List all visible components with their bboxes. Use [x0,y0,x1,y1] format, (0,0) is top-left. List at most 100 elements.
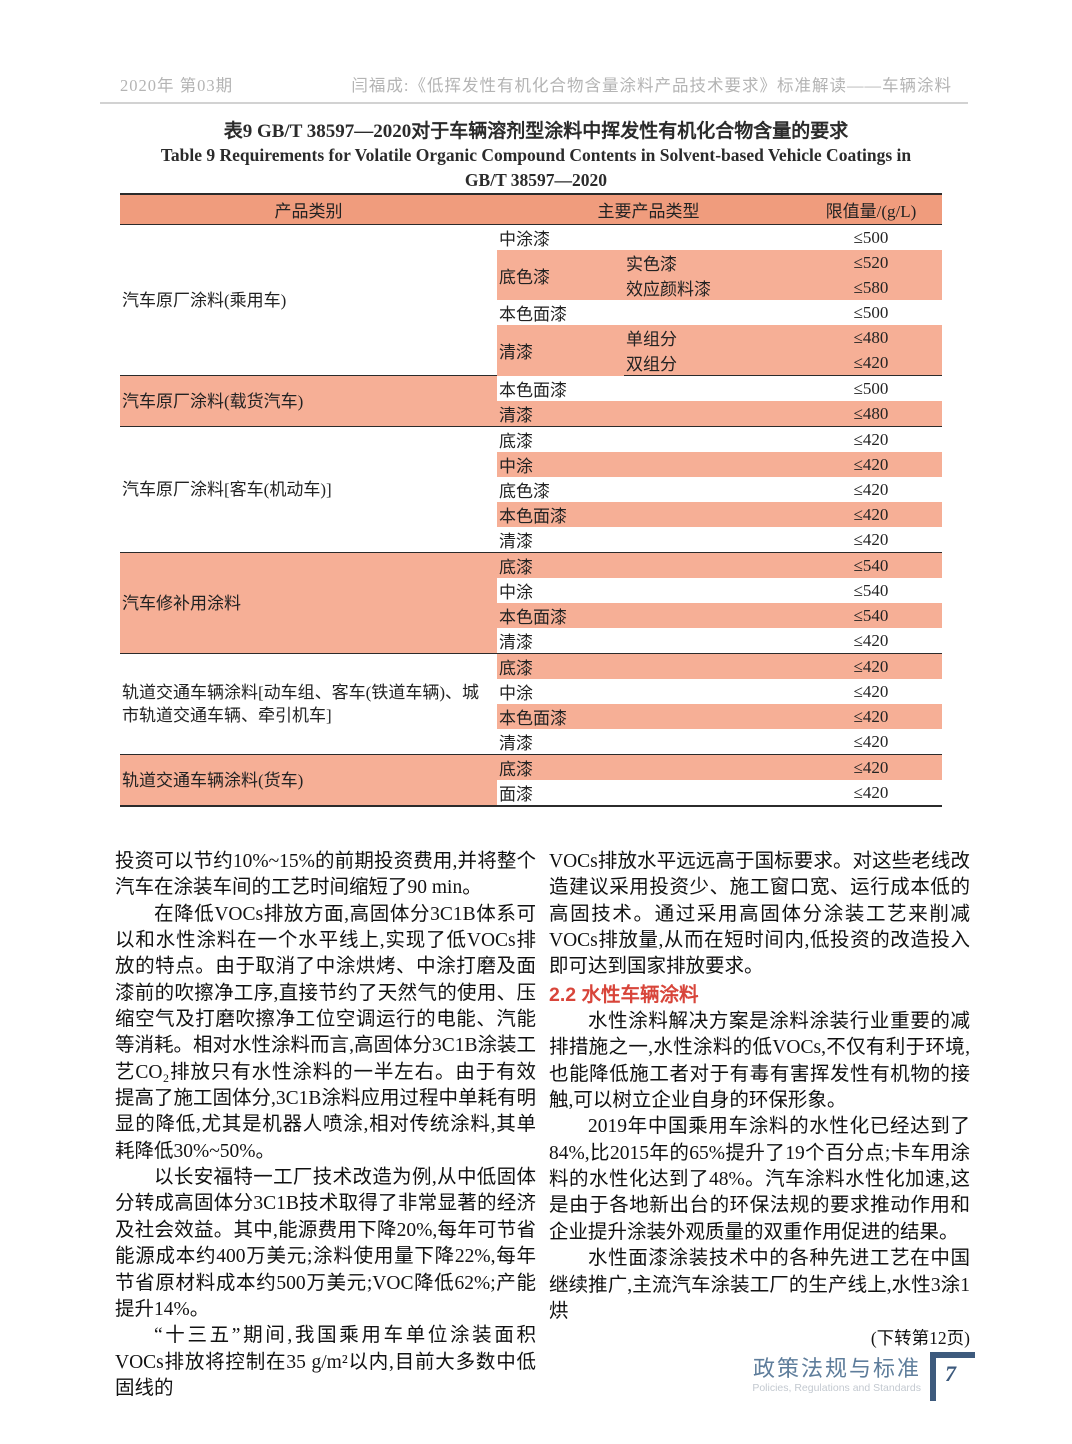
cell-limit-value: ≤420 [800,527,942,553]
cell-type: 底漆 [497,426,800,452]
cell-limit-value: ≤420 [800,477,942,502]
cell-type: 本色面漆 [497,603,800,628]
issue-label: 2020年 第03期 [120,76,234,95]
table-row: 本色面漆 ≤500 [120,300,942,325]
cell-limit-value: ≤420 [800,754,942,780]
cell-limit-value: ≤540 [800,578,942,603]
table-title-zh: 表9 GB/T 38597—2020对于车辆溶剂型涂料中挥发性有机化合物含量的要… [223,121,849,142]
col-header-product-category: 产品类别 [120,194,497,225]
cell-type: 本色面漆 [497,300,800,325]
cell-subtype: 单组分 [624,325,800,350]
paragraph: 在降低VOCs排放方面,高固体分3C1B体系可以和水性涂料在一个水平线上,实现了… [115,903,536,1162]
body-column-right: VOCs排放水平远远高于国标要求。对这些老线改造建议采用投资少、施工窗口宽、运行… [549,849,970,1352]
table-row: 轨道交通车辆涂料[动车组、客车(铁道车辆)、城市轨道交通车辆、牵引机车] 底漆 ≤4… [120,653,942,755]
table-row: 双组分 ≤420 [120,350,942,376]
footer-section-zh: 政策法规与标准 [752,1356,921,1381]
cell-limit-value: ≤420 [800,628,942,654]
table-title-en-line1: Table 9 Requirements for Volatile Organi… [160,145,912,165]
cell-limit-value: ≤520 [800,250,942,275]
cell-type: 清漆 [497,527,800,553]
cell-type: 底漆 [497,653,800,679]
table-row: 本色面漆 ≤420 [120,704,942,729]
table-row: 清漆 单组分 ≤480 [120,325,942,376]
cell-type: 底色漆 [497,250,624,300]
table-row: 底色漆 实色漆 ≤520 [120,250,942,300]
cell-type: 中涂 [497,578,800,603]
cell-type: 底漆 [497,754,800,780]
table-row: 中涂 ≤420 [120,679,942,704]
cell-limit-value: ≤500 [800,375,942,401]
cell-limit-value: ≤480 [800,325,942,350]
table-row: 清漆 ≤480 [120,401,942,427]
running-head: 2020年 第03期 闫福成:《低挥发性有机化合物含量涂料产品技术要求》标准解读… [120,72,952,96]
table-header-row: 产品类别 主要产品类型 限值量/(g/L) [120,194,942,225]
cell-category: 汽车原厂涂料(载货汽车) [120,375,497,427]
voc-limits-table: 产品类别 主要产品类型 限值量/(g/L) 汽车原厂涂料(乘用车) 中涂漆 ≤500… [120,193,942,807]
cell-limit-value: ≤420 [800,653,942,679]
paragraph: “十三五”期间,我国乘用车单位涂装面积VOCs排放将控制在35 g/m²以内,目… [115,1325,536,1399]
table-row: 底色漆 ≤420 [120,477,942,502]
paragraph: 2019年中国乘用车涂料的水性化已经达到了84%,比2015年的65%提升了19… [549,1116,970,1243]
table-row: 清漆 ≤420 [120,628,942,654]
cell-type: 底色漆 [497,477,800,502]
cell-limit-value: ≤540 [800,603,942,628]
cell-type: 本色面漆 [497,375,800,401]
cell-type: 面漆 [497,780,800,807]
table-row: 清漆 ≤420 [120,729,942,755]
table-row: 本色面漆 ≤540 [120,603,942,628]
table-title-en-line2: GB/T 38597—2020 [464,170,608,190]
cell-limit-value: ≤540 [800,552,942,578]
cell-category: 汽车修补用涂料 [120,552,497,654]
cell-subtype: 双组分 [624,350,800,376]
cell-type: 中涂漆 [497,224,800,250]
footer-section-en: Policies, Regulations and Standards [752,1382,921,1394]
cell-type: 清漆 [497,401,800,427]
table-row: 中涂 ≤420 [120,452,942,477]
paragraph: VOCs排放水平远远高于国标要求。对这些老线改造建议采用投资少、施工窗口宽、运行… [549,851,970,978]
cell-limit-value: ≤500 [800,300,942,325]
cell-subtype: 效应颜料漆 [624,275,800,300]
paragraph: 投资可以节约10%~15%的前期投资费用,并将整个汽车在涂装车间的工艺时间缩短了… [115,851,536,899]
running-title: 闫福成:《低挥发性有机化合物含量涂料产品技术要求》标准解读——车辆涂料 [351,76,952,95]
table-row: 汽车原厂涂料[客车(机动车)] 底漆 ≤420 [120,426,942,553]
paragraph: 以长安福特一工厂技术改造为例,从中低固体分转成高固体分3C1B技术取得了非常显著… [115,1167,536,1320]
cell-limit-value: ≤420 [800,704,942,729]
cell-type: 清漆 [497,628,800,654]
cell-limit-value: ≤420 [800,679,942,704]
page-number: 7 [930,1352,975,1401]
cell-category: 汽车原厂涂料(乘用车) [120,224,497,376]
table-row: 本色面漆 ≤420 [120,502,942,527]
header-rule [100,102,968,104]
cell-type: 底漆 [497,552,800,578]
cell-category: 轨道交通车辆涂料[动车组、客车(铁道车辆)、城市轨道交通车辆、牵引机车] [120,653,497,755]
cell-limit-value: ≤420 [800,350,942,376]
footer-section: 政策法规与标准 Policies, Regulations and Standa… [752,1352,921,1395]
cell-category: 轨道交通车辆涂料(货车) [120,754,497,807]
col-header-product-type: 主要产品类型 [497,194,800,225]
cell-type: 清漆 [497,729,800,755]
cell-type: 中涂 [497,452,800,477]
cell-category: 汽车原厂涂料[客车(机动车)] [120,426,497,553]
cell-limit-value: ≤420 [800,729,942,755]
cell-type: 本色面漆 [497,704,800,729]
table-row: 面漆 ≤420 [120,780,942,807]
cell-limit-value: ≤420 [800,426,942,452]
cell-limit-value: ≤580 [800,275,942,300]
table-row: 清漆 ≤420 [120,527,942,553]
cell-limit-value: ≤500 [800,224,942,250]
table-row: 效应颜料漆 ≤580 [120,275,942,300]
table-row: 汽车原厂涂料(载货汽车) 本色面漆 ≤500 [120,375,942,427]
table-row: 汽车修补用涂料 底漆 ≤540 [120,552,942,654]
continuation-note: (下转第12页) [870,1328,970,1349]
table-row: 中涂 ≤540 [120,578,942,603]
cell-limit-value: ≤420 [800,452,942,477]
cell-type: 清漆 [497,325,624,376]
cell-limit-value: ≤480 [800,401,942,427]
page-footer: 政策法规与标准 Policies, Regulations and Standa… [752,1352,975,1401]
paragraph: 水性涂料解决方案是涂料涂装行业重要的减排措施之一,水性涂料的低VOCs,不仅有利… [549,1011,970,1112]
col-header-limit: 限值量/(g/L) [800,194,942,225]
paragraph: 水性面漆涂装技术中的各种先进工艺在中国继续推广,主流汽车涂装工厂的生产线上,水性… [549,1248,970,1322]
body-column-left: 投资可以节约10%~15%的前期投资费用,并将整个汽车在涂装车间的工艺时间缩短了… [115,849,536,1402]
section-heading: 2.2 水性车辆涂料 [549,983,699,1006]
